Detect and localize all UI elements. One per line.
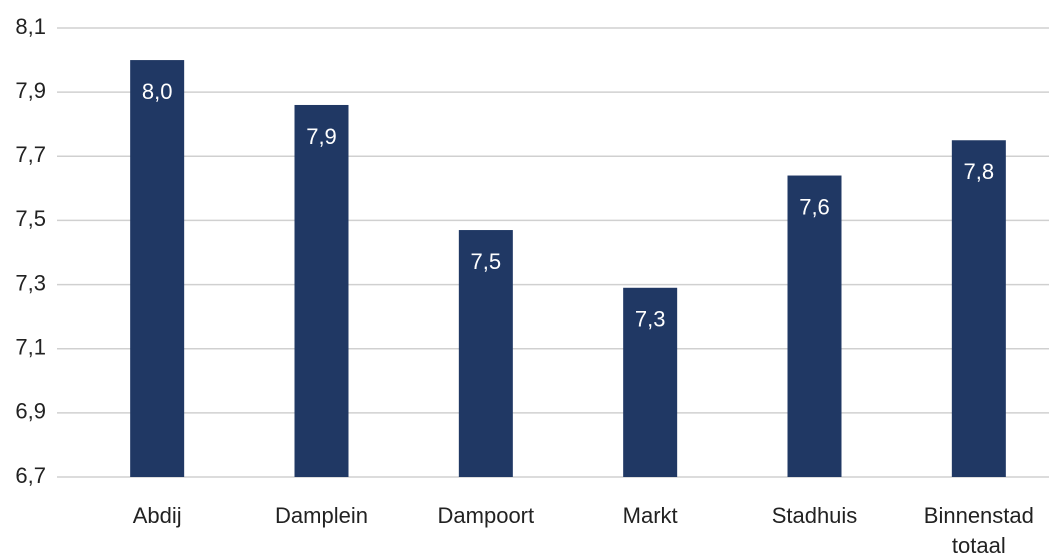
x-tick-label: Dampoort xyxy=(437,503,535,528)
y-tick-label: 8,1 xyxy=(15,14,46,39)
value-label: 8,0 xyxy=(142,79,173,104)
x-tick-label: Binnenstad totaal xyxy=(923,503,1034,558)
y-tick-label: 7,9 xyxy=(15,78,46,103)
value-label: 7,8 xyxy=(964,159,995,184)
x-tick-label: Stadhuis xyxy=(771,503,858,528)
y-tick-label: 6,9 xyxy=(15,399,46,424)
bar xyxy=(623,287,678,477)
bar xyxy=(787,175,842,477)
y-tick-label: 6,7 xyxy=(15,463,46,488)
y-tick-label: 7,5 xyxy=(15,206,46,231)
y-tick-label: 7,3 xyxy=(15,270,46,295)
x-tick-label: Damplein xyxy=(275,503,368,528)
value-label: 7,3 xyxy=(635,307,666,332)
bar xyxy=(458,230,513,477)
value-label: 7,9 xyxy=(306,124,337,149)
value-label: 7,6 xyxy=(799,194,830,219)
bar xyxy=(951,140,1006,477)
x-tick-label: Abdij xyxy=(132,503,182,528)
bar xyxy=(130,60,185,477)
y-tick-label: 7,7 xyxy=(15,142,46,167)
value-label: 7,5 xyxy=(471,249,502,274)
y-tick-label: 7,1 xyxy=(15,335,46,360)
bar xyxy=(294,104,349,477)
x-tick-label: Markt xyxy=(622,503,678,528)
